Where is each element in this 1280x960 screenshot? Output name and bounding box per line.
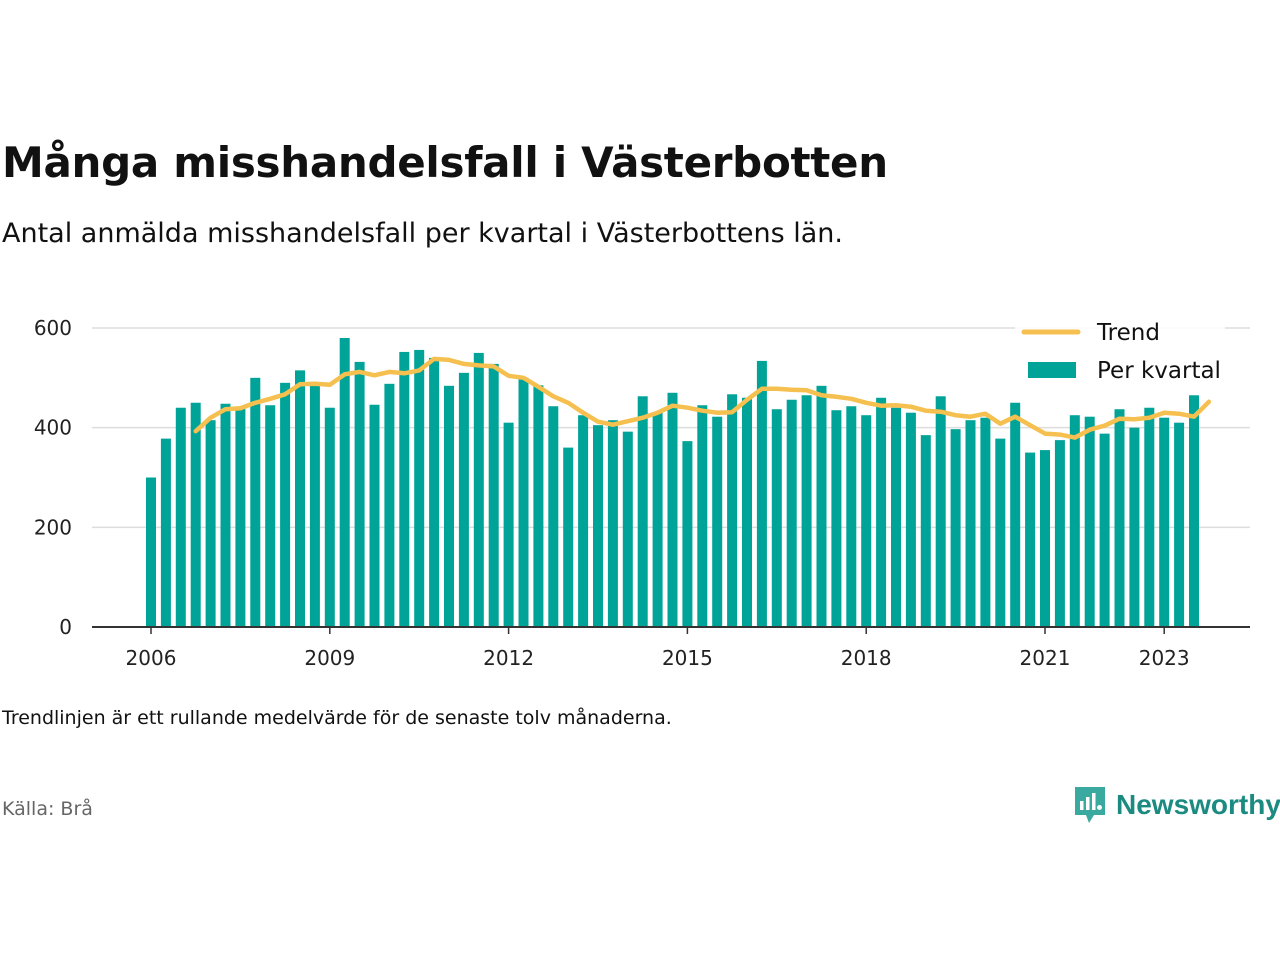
x-tick-label-2012: 2012 — [483, 646, 534, 670]
bar-0 — [146, 477, 156, 627]
bar-41 — [756, 360, 767, 627]
bar-34 — [652, 412, 663, 627]
bar-46 — [831, 410, 842, 627]
bar-70 — [1189, 395, 1199, 627]
bar-2 — [175, 407, 186, 627]
bar-26 — [533, 385, 544, 627]
x-tick-label-2018: 2018 — [841, 646, 892, 670]
bar-8 — [265, 405, 276, 627]
x-tick-label-2015: 2015 — [662, 646, 713, 670]
bar-20 — [444, 385, 454, 627]
bar-56 — [980, 417, 991, 627]
y-tick-label-400: 400 — [34, 416, 72, 440]
newsworthy-logo[interactable]: Newsworthy — [1072, 785, 1280, 825]
bar-65 — [1114, 409, 1125, 627]
bar-55 — [965, 420, 976, 627]
legend-label-per-kvartal: Per kvartal — [1097, 358, 1221, 384]
bar-35 — [667, 392, 678, 627]
x-tick-label-2023: 2023 — [1139, 646, 1190, 670]
bar-17 — [399, 351, 410, 627]
bar-29 — [578, 415, 589, 627]
bar-67 — [1144, 407, 1155, 627]
bar-23 — [488, 363, 499, 627]
bar-31 — [607, 420, 618, 627]
legend: Trend Per kvartal — [1015, 314, 1225, 390]
bar-53 — [935, 396, 946, 627]
bar-64 — [1099, 433, 1110, 627]
bar-59 — [1025, 452, 1036, 627]
y-tick-label-0: 0 — [59, 615, 72, 639]
bar-6 — [235, 407, 246, 627]
bar-66 — [1129, 427, 1140, 627]
bar-49 — [876, 397, 887, 627]
x-tick-label-2006: 2006 — [126, 646, 177, 670]
bar-1 — [160, 438, 171, 627]
bar-15 — [369, 404, 380, 627]
bar-40 — [742, 397, 752, 627]
chart-title: Många misshandelsfall i Västerbotten — [2, 138, 888, 187]
legend-bar-swatch — [1028, 362, 1076, 378]
bar-28 — [563, 447, 574, 627]
bar-13 — [339, 337, 350, 627]
bar-11 — [309, 382, 320, 627]
x-tick-label-2009: 2009 — [304, 646, 355, 670]
footnote: Trendlinjen är ett rullande medelvärde f… — [2, 707, 672, 729]
trend-line-group — [193, 356, 1212, 440]
bar-22 — [473, 352, 484, 627]
bar-43 — [786, 399, 797, 627]
bar-45 — [816, 385, 827, 627]
bar-39 — [727, 394, 738, 627]
bar-54 — [950, 429, 961, 627]
bar-9 — [280, 382, 291, 627]
y-tick-label-200: 200 — [34, 515, 72, 539]
bar-30 — [593, 425, 603, 627]
bar-63 — [1084, 416, 1095, 627]
bar-50 — [891, 407, 901, 627]
bar-62 — [1069, 415, 1080, 627]
bar-25 — [518, 377, 529, 627]
legend-label-trend: Trend — [1096, 320, 1160, 346]
bar-19 — [429, 357, 440, 627]
bar-44 — [801, 395, 812, 627]
bar-57 — [995, 438, 1006, 627]
y-tick-label-600: 600 — [34, 316, 72, 340]
bar-32 — [622, 431, 633, 627]
trend-line — [193, 356, 1212, 440]
bar-16 — [384, 383, 395, 627]
bar-12 — [324, 407, 335, 627]
bar-5 — [220, 403, 231, 627]
bar-69 — [1174, 422, 1185, 627]
bar-38 — [712, 416, 723, 627]
bar-60 — [1040, 450, 1050, 627]
bar-27 — [548, 406, 559, 627]
bar-7 — [250, 377, 261, 627]
bar-36 — [682, 441, 693, 627]
bar-24 — [503, 422, 514, 627]
bar-18 — [414, 349, 425, 627]
bar-52 — [920, 435, 931, 627]
bar-61 — [1054, 440, 1065, 627]
source-label: Källa: Brå — [2, 798, 93, 820]
bar-68 — [1159, 417, 1170, 627]
x-tick-label-2021: 2021 — [1020, 646, 1071, 670]
brand-name: Newsworthy — [1116, 789, 1280, 820]
bar-33 — [637, 396, 648, 627]
newsworthy-logo-icon — [1075, 787, 1105, 823]
bar-line-chart: 0 200 400 600 2006 2009 2012 2015 2018 2021 2023 T… — [34, 314, 1250, 670]
bar-14 — [354, 361, 365, 627]
bar-51 — [905, 412, 916, 627]
bar-42 — [771, 409, 782, 627]
bar-21 — [458, 372, 469, 627]
bar-48 — [861, 415, 872, 627]
bar-37 — [697, 405, 708, 627]
bar-58 — [1010, 402, 1021, 627]
bar-4 — [205, 420, 216, 627]
bar-10 — [295, 370, 305, 627]
axes: 0 200 400 600 2006 2009 2012 2015 2018 2021 2023 — [34, 316, 1250, 670]
bar-47 — [846, 406, 857, 627]
bar-3 — [190, 402, 201, 627]
bars-per-kvartal — [146, 337, 1199, 627]
chart-subtitle: Antal anmälda misshandelsfall per kvarta… — [2, 218, 843, 249]
